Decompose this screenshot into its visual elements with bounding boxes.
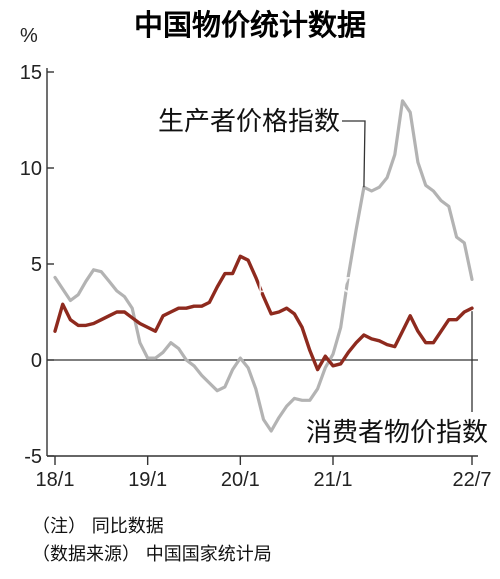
x-tick-label: 18/1: [36, 469, 75, 491]
y-tick-label: -5: [24, 446, 42, 468]
axes: [46, 68, 478, 465]
x-tick-label: 21/1: [314, 469, 353, 491]
y-tick-label: 5: [31, 254, 42, 276]
y-tick-label: 0: [31, 350, 42, 372]
tick-labels: -5 0 5 10 15 18/1 19/1 20/1 21/1 22/7: [20, 62, 492, 491]
chart-title: 中国物价统计数据: [134, 8, 366, 42]
y-tick-label: 15: [20, 62, 42, 84]
ppi-line: [53, 99, 474, 433]
y-tick-label: 10: [20, 158, 42, 180]
x-tick-label: 22/7: [453, 469, 492, 491]
x-tick-label: 19/1: [128, 469, 167, 491]
note-yoy: （注） 同比数据: [32, 516, 164, 537]
y-axis-unit: %: [20, 25, 38, 47]
note-source: （数据来源） 中国国家统计局: [32, 544, 272, 565]
cpi-line: [53, 254, 474, 372]
ppi-label: 生产者价格指数: [158, 107, 340, 137]
watermark: 日经中文网: [255, 273, 380, 298]
series-lines: [53, 99, 474, 433]
ppi-leader-line: [342, 120, 366, 188]
cpi-label: 消费者物价指数: [306, 418, 488, 448]
x-tick-label: 20/1: [221, 469, 260, 491]
